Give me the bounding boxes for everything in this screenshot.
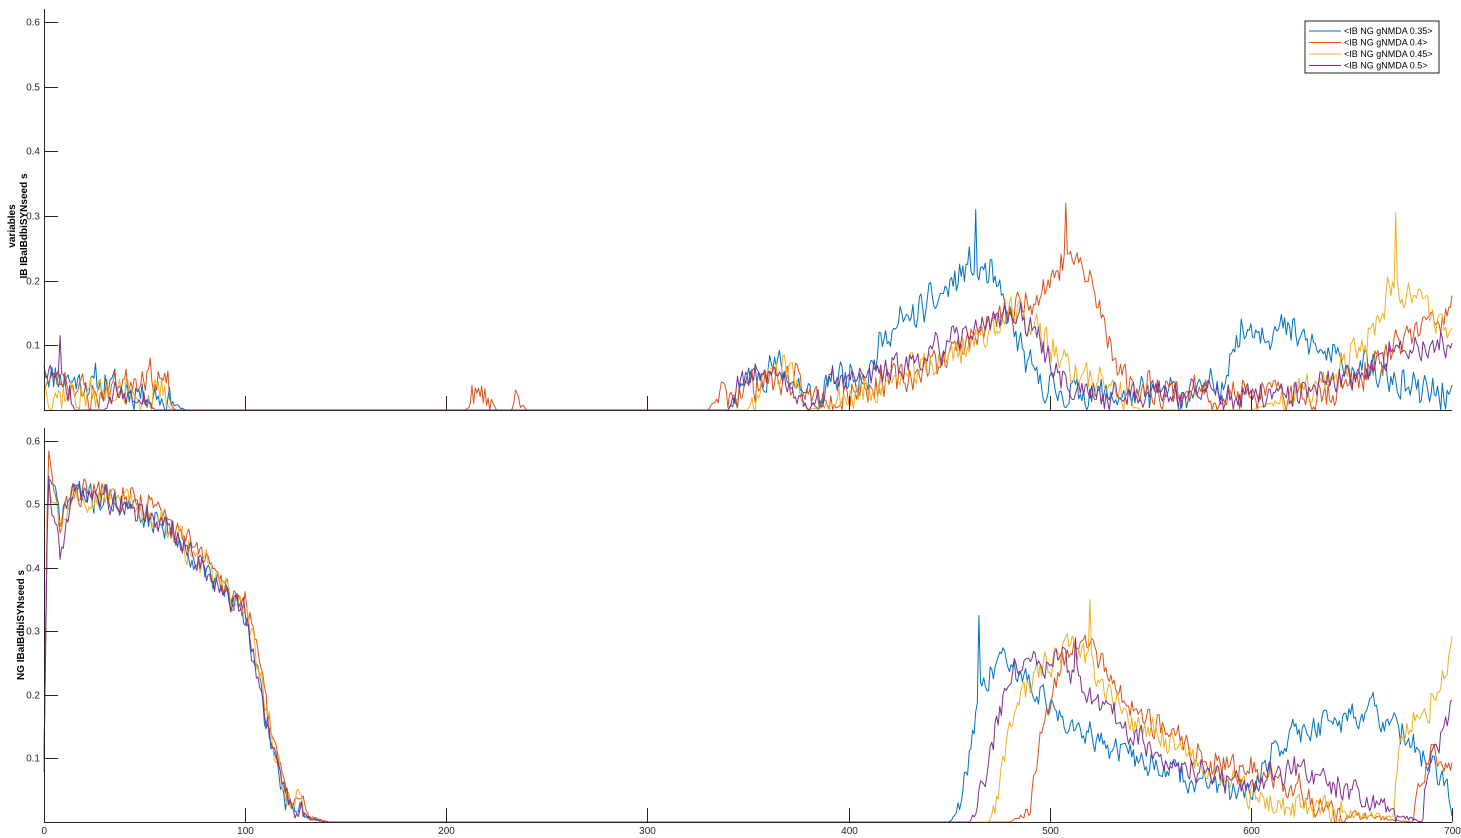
bottom-series-line-3 <box>43 479 1453 823</box>
bottom-x-tick-label: 600 <box>1243 826 1260 837</box>
bottom-series-layer <box>43 450 1453 823</box>
top-y-tick-label: 0.6 <box>26 18 40 29</box>
bottom-x-tick-label: 0 <box>42 826 48 837</box>
bottom-y-tick-label: 0.2 <box>26 691 40 702</box>
top-y-label-line-1: variables <box>7 204 18 248</box>
legend: <IB NG gNMDA 0.35> <IB NG gNMDA 0.4> <IB… <box>1304 20 1440 74</box>
bottom-x-tick-label: 300 <box>639 826 656 837</box>
bottom-y-label: NG IBaIBdbiSYNseed s <box>16 570 27 680</box>
bottom-x-tick-label: 200 <box>438 826 455 837</box>
top-y-tick-label: 0.4 <box>26 147 40 158</box>
bottom-x-tick-label: 700 <box>1444 826 1461 837</box>
bottom-y-tick-label: 0.4 <box>26 564 40 575</box>
legend-entry: <IB NG gNMDA 0.4> <box>1309 38 1428 48</box>
legend-entry-label: <IB NG gNMDA 0.4> <box>1344 38 1428 48</box>
top-y-tick-label: 0.2 <box>26 277 40 288</box>
bottom-y-tick-label: 0.3 <box>26 627 40 638</box>
top-y-label: variables IB IBaIBdbiSYNseed s <box>7 173 30 278</box>
bottom-y-tick-label: 0.6 <box>26 437 40 448</box>
bottom-y-tick-label: 0.1 <box>26 754 40 765</box>
legend-entry: <IB NG gNMDA 0.45> <box>1309 49 1433 59</box>
top-x-ticks <box>245 396 1252 410</box>
top-axes: 0.1 0.2 0.3 0.4 0.5 0.6 variables IB IBaIBdbi… <box>7 9 1453 411</box>
bottom-x-ticks: 0 100 200 300 400 500 600 700 <box>42 808 1461 837</box>
top-y-tick-label: 0.1 <box>26 341 40 352</box>
bottom-x-tick-label: 100 <box>237 826 254 837</box>
top-y-ticks: 0.1 0.2 0.3 0.4 0.5 0.6 <box>26 18 58 352</box>
bottom-y-label-line-1: NG IBaIBdbiSYNseed s <box>16 570 27 680</box>
legend-entry-label: <IB NG gNMDA 0.35> <box>1344 26 1433 36</box>
bottom-x-tick-label: 400 <box>841 826 858 837</box>
legend-entry-label: <IB NG gNMDA 0.5> <box>1344 61 1428 71</box>
bottom-y-ticks: 0.1 0.2 0.3 0.4 0.5 0.6 <box>26 437 58 765</box>
bottom-x-tick-label: 500 <box>1042 826 1059 837</box>
legend-box <box>1304 20 1440 74</box>
top-series-layer <box>43 202 1453 411</box>
bottom-y-tick-label: 0.5 <box>26 500 40 511</box>
legend-entry-label: <IB NG gNMDA 0.45> <box>1344 49 1433 59</box>
top-y-tick-label: 0.3 <box>26 212 40 223</box>
bottom-axes: 0.1 0.2 0.3 0.4 0.5 0.6 0 100 200 300 400 500 600 70… <box>16 428 1461 837</box>
top-y-label-line-2: IB IBaIBdbiSYNseed s <box>19 173 30 278</box>
top-y-tick-label: 0.5 <box>26 83 40 94</box>
bottom-series-line-2 <box>43 450 1453 823</box>
legend-entry: <IB NG gNMDA 0.5> <box>1309 61 1428 71</box>
legend-entry: <IB NG gNMDA 0.35> <box>1309 26 1433 36</box>
